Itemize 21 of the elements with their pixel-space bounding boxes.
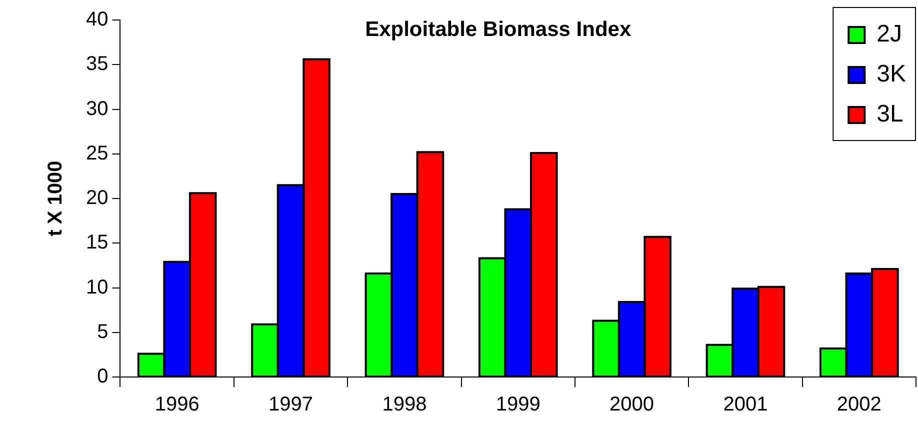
x-tick-label: 2002	[836, 394, 882, 416]
y-tick-label: 20	[86, 187, 108, 210]
x-tick-label: 1999	[496, 394, 540, 416]
x-tick-label: 1998	[382, 394, 427, 416]
y-tick-label: 30	[86, 98, 108, 120]
y-axis-title: t X 1000	[44, 160, 67, 236]
legend-label: 3K	[876, 60, 906, 88]
y-tick-label: 0	[97, 366, 108, 388]
y-tick-label: 25	[86, 142, 108, 164]
legend-label: 3L	[876, 100, 904, 128]
x-tick-label: 1996	[154, 394, 200, 416]
y-tick-label: 15	[86, 232, 108, 254]
y-tick-label: 5	[97, 320, 108, 343]
legend-label: 2J	[876, 20, 902, 48]
y-tick-label: 35	[86, 53, 108, 76]
y-tick-label: 10	[86, 276, 108, 298]
x-tick-label: 2001	[723, 394, 768, 416]
x-tick-label: 1997	[268, 394, 314, 416]
y-tick-label: 40	[86, 8, 108, 31]
chart-title: Exploitable Biomass Index	[365, 18, 632, 41]
x-tick-label: 2000	[610, 394, 654, 416]
